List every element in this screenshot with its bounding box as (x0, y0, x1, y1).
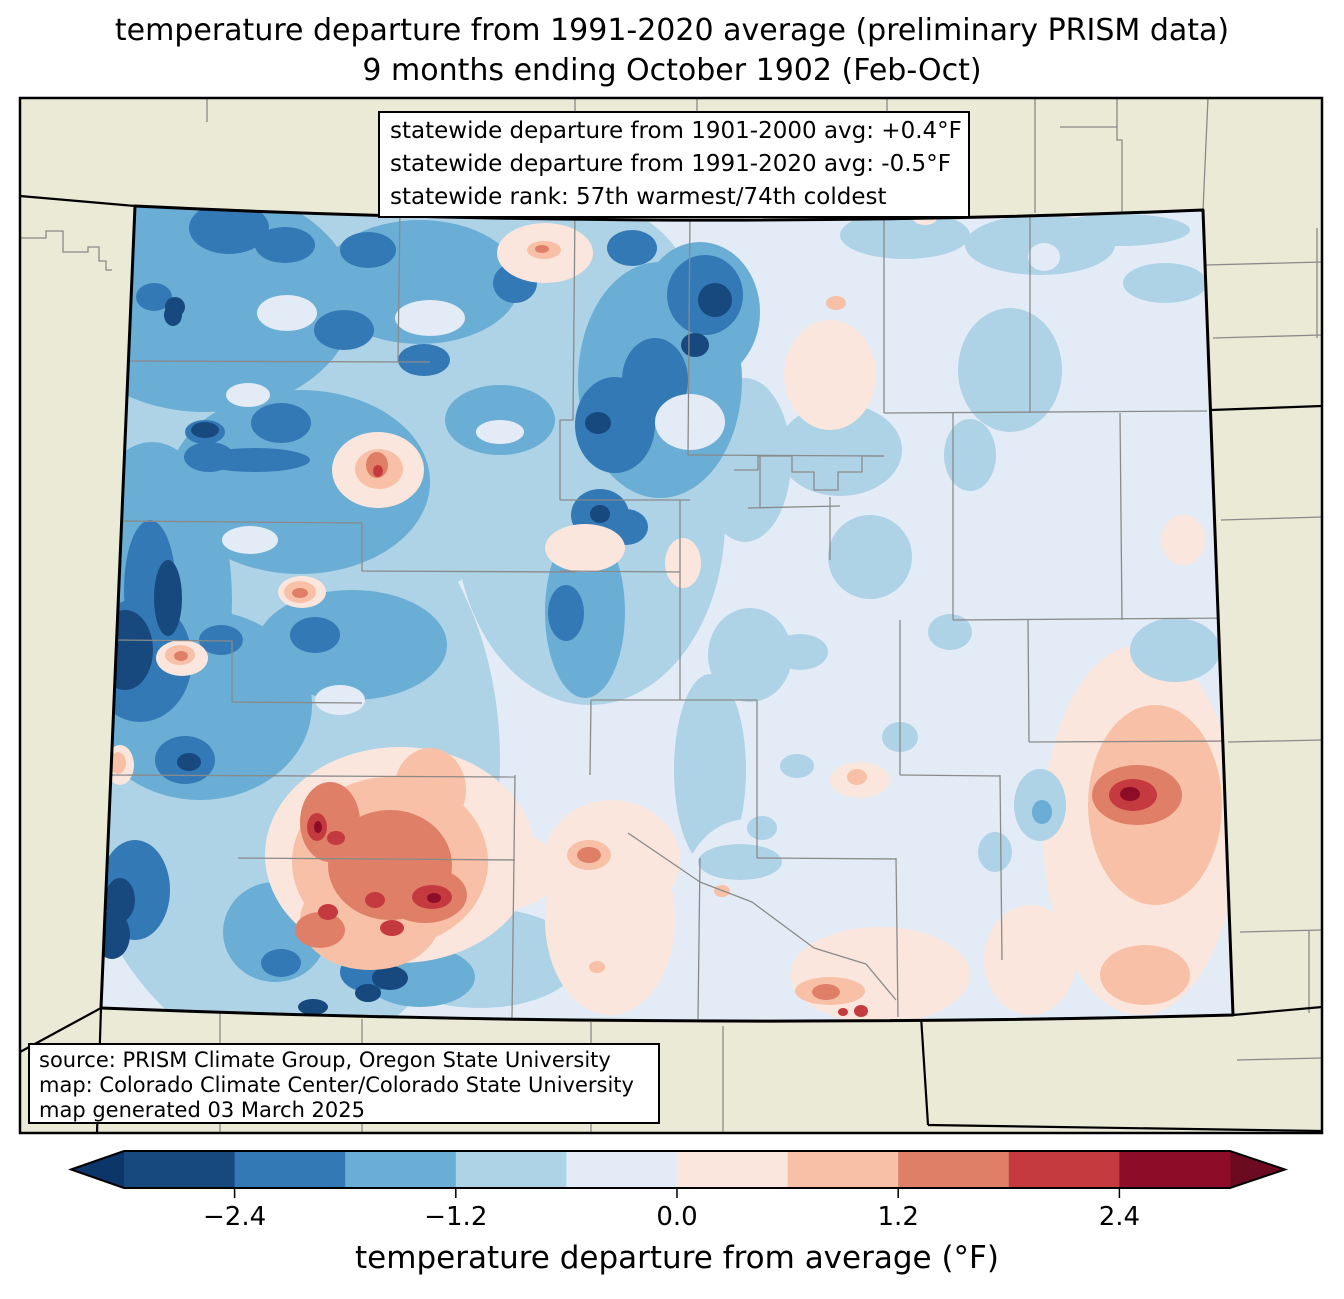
title-line-1: temperature departure from 1991-2020 ave… (114, 13, 1230, 48)
colorbar-tick-label: 1.2 (877, 1202, 919, 1232)
colorbar-tick-label: 2.4 (1098, 1202, 1141, 1232)
title-line-2: 9 months ending October 1902 (Feb-Oct) (362, 53, 982, 88)
colorado-state-border (99, 204, 1235, 1023)
colorbar-tick-label: 0.0 (656, 1202, 698, 1232)
colorbar-axis-label: temperature departure from average (°F) (355, 1240, 999, 1276)
temperature-field (101, 206, 1233, 1022)
stats-line-rank: statewide rank: 57th warmest/74th coldes… (390, 184, 887, 210)
colorbar-tick-label: −2.4 (203, 1202, 267, 1232)
colorbar (67, 1150, 1289, 1198)
statewide-stats-box: statewide departure from 1901-2000 avg: … (378, 111, 970, 218)
stats-line-1901-2000: statewide departure from 1901-2000 avg: … (390, 118, 962, 144)
stats-line-1991-2020: statewide departure from 1991-2020 avg: … (390, 151, 951, 177)
colorado-county-lines (109, 207, 1233, 1020)
generated-date-line: map generated 03 March 2025 (39, 1098, 366, 1122)
source-credit-box: source: PRISM Climate Group, Oregon Stat… (28, 1043, 660, 1124)
axes-frame (18, 96, 1324, 1135)
colorbar-tick-label: −1.2 (424, 1202, 488, 1232)
map-credit-line: map: Colorado Climate Center/Colorado St… (39, 1073, 634, 1097)
source-line: source: PRISM Climate Group, Oregon Stat… (39, 1048, 611, 1072)
